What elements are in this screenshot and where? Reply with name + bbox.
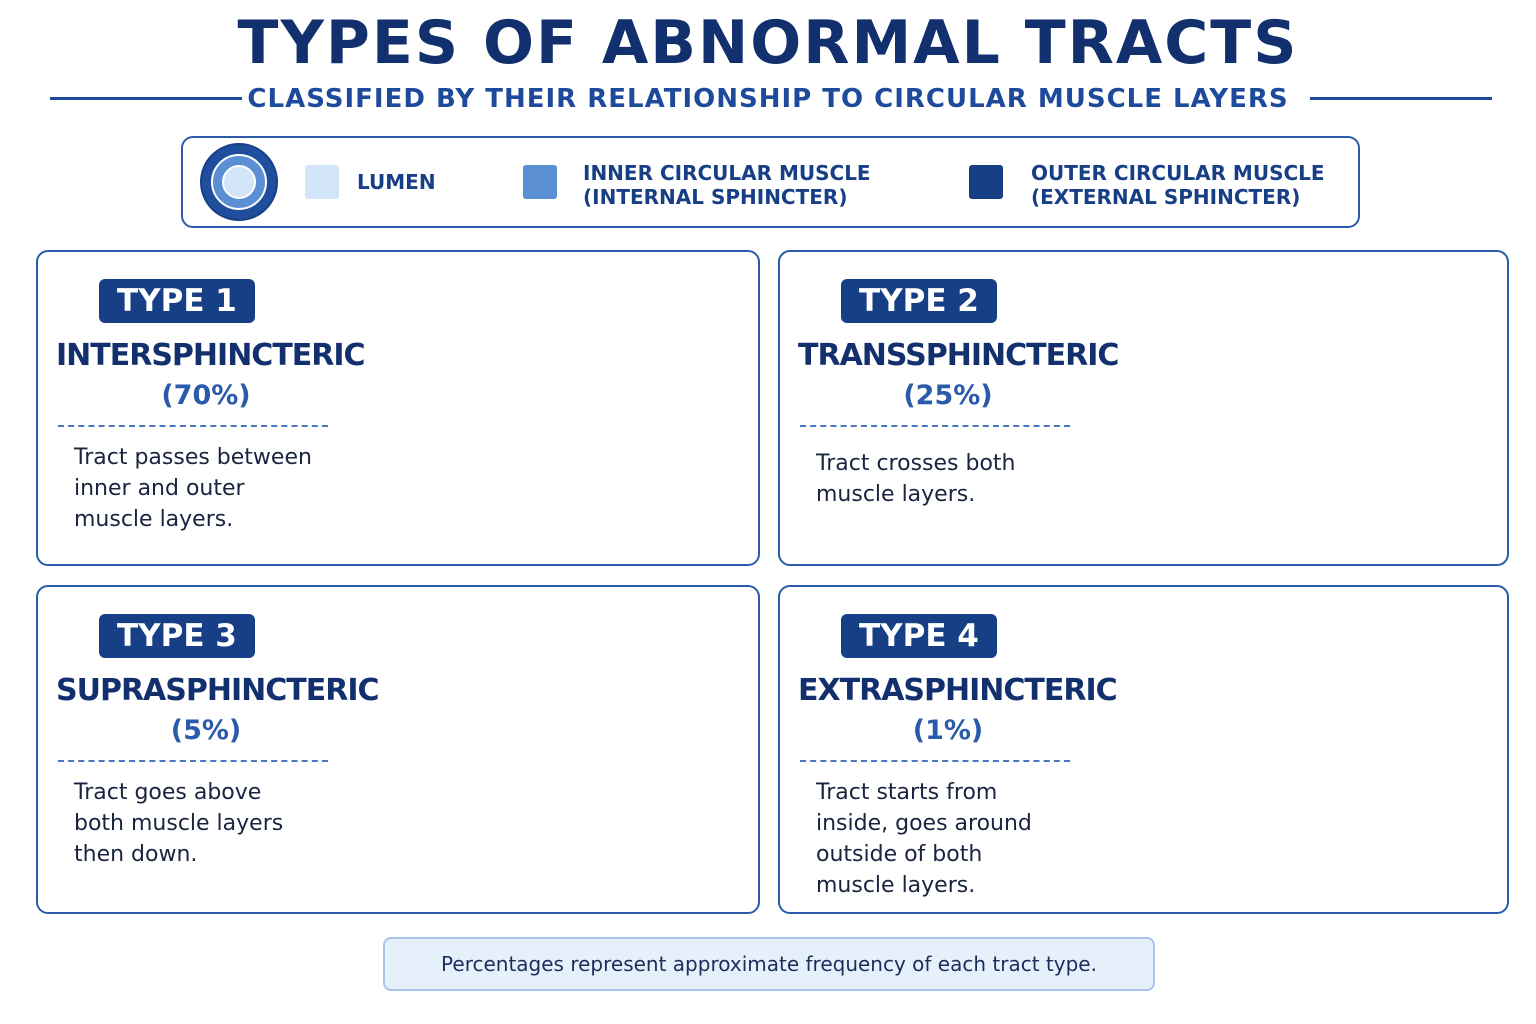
description: Tract passes between xyxy=(74,445,312,470)
divider xyxy=(800,760,1070,762)
description: both muscle layers xyxy=(74,811,284,836)
type-badge: TYPE 3 xyxy=(99,614,255,658)
footer-note: Percentages represent approximate freque… xyxy=(383,937,1155,991)
tract-name: SUPRASPHINCTERIC xyxy=(56,673,380,708)
rule xyxy=(50,97,242,100)
description: then down. xyxy=(74,842,198,867)
description: inside, goes around xyxy=(816,811,1032,836)
type-badge: TYPE 2 xyxy=(841,279,997,323)
description: Tract goes above xyxy=(74,780,262,805)
tract-name: INTERSPHINCTERIC xyxy=(56,338,366,373)
description: muscle layers. xyxy=(816,873,976,898)
percentage: (5%) xyxy=(170,715,242,746)
description: Tract crosses both xyxy=(816,451,1016,476)
divider xyxy=(58,760,328,762)
description: muscle layers. xyxy=(74,507,234,532)
percentage: (25%) xyxy=(903,380,993,411)
description: muscle layers. xyxy=(816,482,976,507)
type-badge: TYPE 4 xyxy=(841,614,997,658)
description: inner and outer xyxy=(74,476,245,501)
divider xyxy=(58,425,328,427)
rule xyxy=(1310,97,1492,100)
title: TYPES OF ABNORMAL TRACTS xyxy=(237,8,1299,78)
percentage: (1%) xyxy=(912,715,984,746)
tract-name: EXTRASPHINCTERIC xyxy=(798,673,1118,708)
type-badge: TYPE 1 xyxy=(99,279,255,323)
legend-label: INNER CIRCULAR MUSCLE xyxy=(583,161,871,185)
legend-swatch xyxy=(523,165,557,199)
legend xyxy=(181,136,1360,228)
subtitle: CLASSIFIED BY THEIR RELATIONSHIP TO CIRC… xyxy=(247,84,1289,114)
legend-label: OUTER CIRCULAR MUSCLE xyxy=(1031,161,1325,185)
description: outside of both xyxy=(816,842,983,867)
legend-icon xyxy=(222,165,256,199)
legend-label: (EXTERNAL SPHINCTER) xyxy=(1031,185,1301,209)
description: Tract starts from xyxy=(816,780,998,805)
divider xyxy=(800,425,1070,427)
tract-name: TRANSSPHINCTERIC xyxy=(798,338,1119,373)
legend-label: (INTERNAL SPHINCTER) xyxy=(583,185,848,209)
legend-swatch xyxy=(305,165,339,199)
legend-swatch xyxy=(969,165,1003,199)
percentage: (70%) xyxy=(161,380,251,411)
legend-label: LUMEN xyxy=(357,170,436,194)
